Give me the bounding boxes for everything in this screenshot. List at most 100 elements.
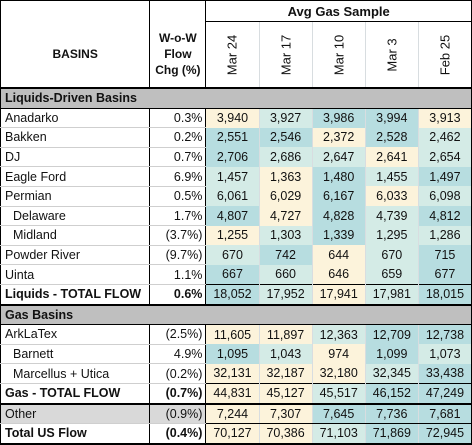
table-row: Uinta 1.1% 667 660 646 659 677	[0, 264, 472, 285]
avg-gas-sample-header: Avg Gas Sample	[205, 0, 472, 22]
flow-value-cell: 45,127	[258, 382, 313, 405]
basin-name: ArkLaTex	[0, 324, 151, 345]
wow-column-header: W-o-W Flow Chg (%)	[149, 21, 207, 89]
flow-value-cell: 3,913	[417, 108, 472, 128]
basin-name: Permian	[0, 186, 151, 207]
flow-value-cell: 17,952	[258, 283, 313, 306]
section-gas: Gas Basins	[0, 304, 472, 326]
wow-change: (0.4%)	[149, 423, 207, 445]
flow-value-cell: 659	[364, 264, 419, 285]
flow-value-cell: 1,480	[311, 166, 366, 187]
table-row: DJ 0.7% 2,706 2,686 2,647 2,641 2,654	[0, 147, 472, 168]
flow-value-cell: 4,828	[311, 206, 366, 226]
flow-value-cell: 6,029	[258, 186, 313, 207]
wow-change: (2.5%)	[149, 324, 207, 345]
flow-value-cell: 2,462	[417, 127, 472, 148]
table-row: Barnett 4.9% 1,095 1,043 974 1,099 1,073	[0, 344, 472, 365]
flow-value-cell: 644	[311, 245, 366, 265]
table-row: Powder River (9.7%) 670 742 644 670 715	[0, 245, 472, 266]
table-row: Bakken 0.2% 2,551 2,546 2,372 2,528 2,462	[0, 127, 472, 148]
basin-name: Delaware	[0, 206, 151, 227]
flow-value-cell: 1,295	[364, 225, 419, 246]
flow-value-cell: 4,739	[364, 206, 419, 226]
flow-value-cell: 2,686	[258, 147, 313, 167]
flow-value-cell: 70,386	[258, 423, 313, 445]
wow-change: (0.2%)	[149, 363, 207, 384]
wow-change: (9.7%)	[149, 245, 207, 266]
flow-value-cell: 1,497	[417, 166, 472, 187]
flow-value-cell: 6,167	[311, 186, 366, 207]
flow-value-cell: 32,187	[258, 363, 313, 384]
flow-value-cell: 1,339	[311, 225, 366, 246]
flow-value-cell: 17,981	[364, 283, 419, 306]
wow-change: 0.6%	[149, 283, 207, 306]
section-liquids-title: Liquids-Driven Basins	[0, 88, 472, 109]
wow-label-line2: Flow	[164, 47, 192, 62]
basin-name: Eagle Ford	[0, 166, 151, 187]
basin-name: Powder River	[0, 245, 151, 266]
flow-value-cell: 646	[311, 264, 366, 285]
flow-value-cell: 12,709	[364, 324, 419, 345]
flow-value-cell: 11,897	[258, 324, 313, 345]
wow-change: (3.7%)	[149, 225, 207, 246]
wow-change: 1.1%	[149, 264, 207, 285]
basin-name: Midland	[0, 225, 151, 246]
date-header: Mar 10	[311, 21, 366, 89]
flow-value-cell: 4,727	[258, 206, 313, 226]
flow-value-cell: 1,255	[205, 225, 260, 246]
flow-value-cell: 4,812	[417, 206, 472, 226]
flow-value-cell: 3,927	[258, 108, 313, 128]
flow-value-cell: 4,807	[205, 206, 260, 226]
wow-change: (0.7%)	[149, 382, 207, 405]
flow-value-cell: 1,095	[205, 344, 260, 364]
flow-value-cell: 12,363	[311, 324, 366, 345]
basin-name: Liquids - TOTAL FLOW	[0, 283, 151, 306]
flow-value-cell: 1,286	[417, 225, 472, 246]
date-label: Mar 10	[331, 34, 347, 75]
header-blank-wow	[149, 0, 207, 22]
flow-value-cell: 1,303	[258, 225, 313, 246]
flow-value-cell: 71,869	[364, 423, 419, 445]
date-label: Feb 25	[437, 34, 453, 75]
flow-value-cell: 1,043	[258, 344, 313, 364]
flow-value-cell: 3,994	[364, 108, 419, 128]
flow-value-cell: 32,180	[311, 363, 366, 384]
flow-value-cell: 47,249	[417, 382, 472, 405]
table-row: Midland (3.7%) 1,255 1,303 1,339 1,295 1,286	[0, 225, 472, 246]
flow-value-cell: 45,517	[311, 382, 366, 405]
table-row: Total US Flow (0.4%) 70,127 70,386 71,103 71,…	[0, 423, 472, 445]
section-gas-title: Gas Basins	[0, 304, 472, 326]
flow-value-cell: 12,738	[417, 324, 472, 345]
flow-value-cell: 667	[205, 264, 260, 285]
table-body: Liquids-Driven Basins Anadarko 0.3% 3,940 3,…	[0, 88, 472, 445]
flow-value-cell: 6,033	[364, 186, 419, 207]
wow-change: 0.5%	[149, 186, 207, 207]
header-blank-basins	[0, 0, 151, 22]
flow-value-cell: 32,131	[205, 363, 260, 384]
wow-label-line1: W-o-W	[159, 31, 197, 46]
date-label: Mar 24	[224, 34, 240, 75]
flow-value-cell: 2,654	[417, 147, 472, 167]
table-row: Delaware 1.7% 4,807 4,727 4,828 4,739 4,812	[0, 206, 472, 227]
flow-value-cell: 2,551	[205, 127, 260, 148]
date-header: Mar 17	[258, 21, 313, 89]
date-header: Mar 24	[205, 21, 260, 89]
flow-value-cell: 72,945	[417, 423, 472, 445]
flow-value-cell: 44,831	[205, 382, 260, 405]
table-row: Gas - TOTAL FLOW (0.7%) 44,831 45,127 45,517…	[0, 382, 472, 405]
flow-value-cell: 2,372	[311, 127, 366, 148]
date-label: Mar 17	[278, 34, 294, 75]
flow-value-cell: 71,103	[311, 423, 366, 445]
flow-value-cell: 2,528	[364, 127, 419, 148]
date-header: Feb 25	[417, 21, 472, 89]
flow-value-cell: 2,641	[364, 147, 419, 167]
basin-name: Gas - TOTAL FLOW	[0, 382, 151, 405]
table-row: Permian 0.5% 6,061 6,029 6,167 6,033 6,098	[0, 186, 472, 207]
flow-value-cell: 70,127	[205, 423, 260, 445]
flow-value-cell: 715	[417, 245, 472, 265]
flow-value-cell: 670	[205, 245, 260, 265]
wow-change: 1.7%	[149, 206, 207, 227]
flow-value-cell: 2,647	[311, 147, 366, 167]
wow-change: 4.9%	[149, 344, 207, 365]
basin-name: Marcellus + Utica	[0, 363, 151, 384]
